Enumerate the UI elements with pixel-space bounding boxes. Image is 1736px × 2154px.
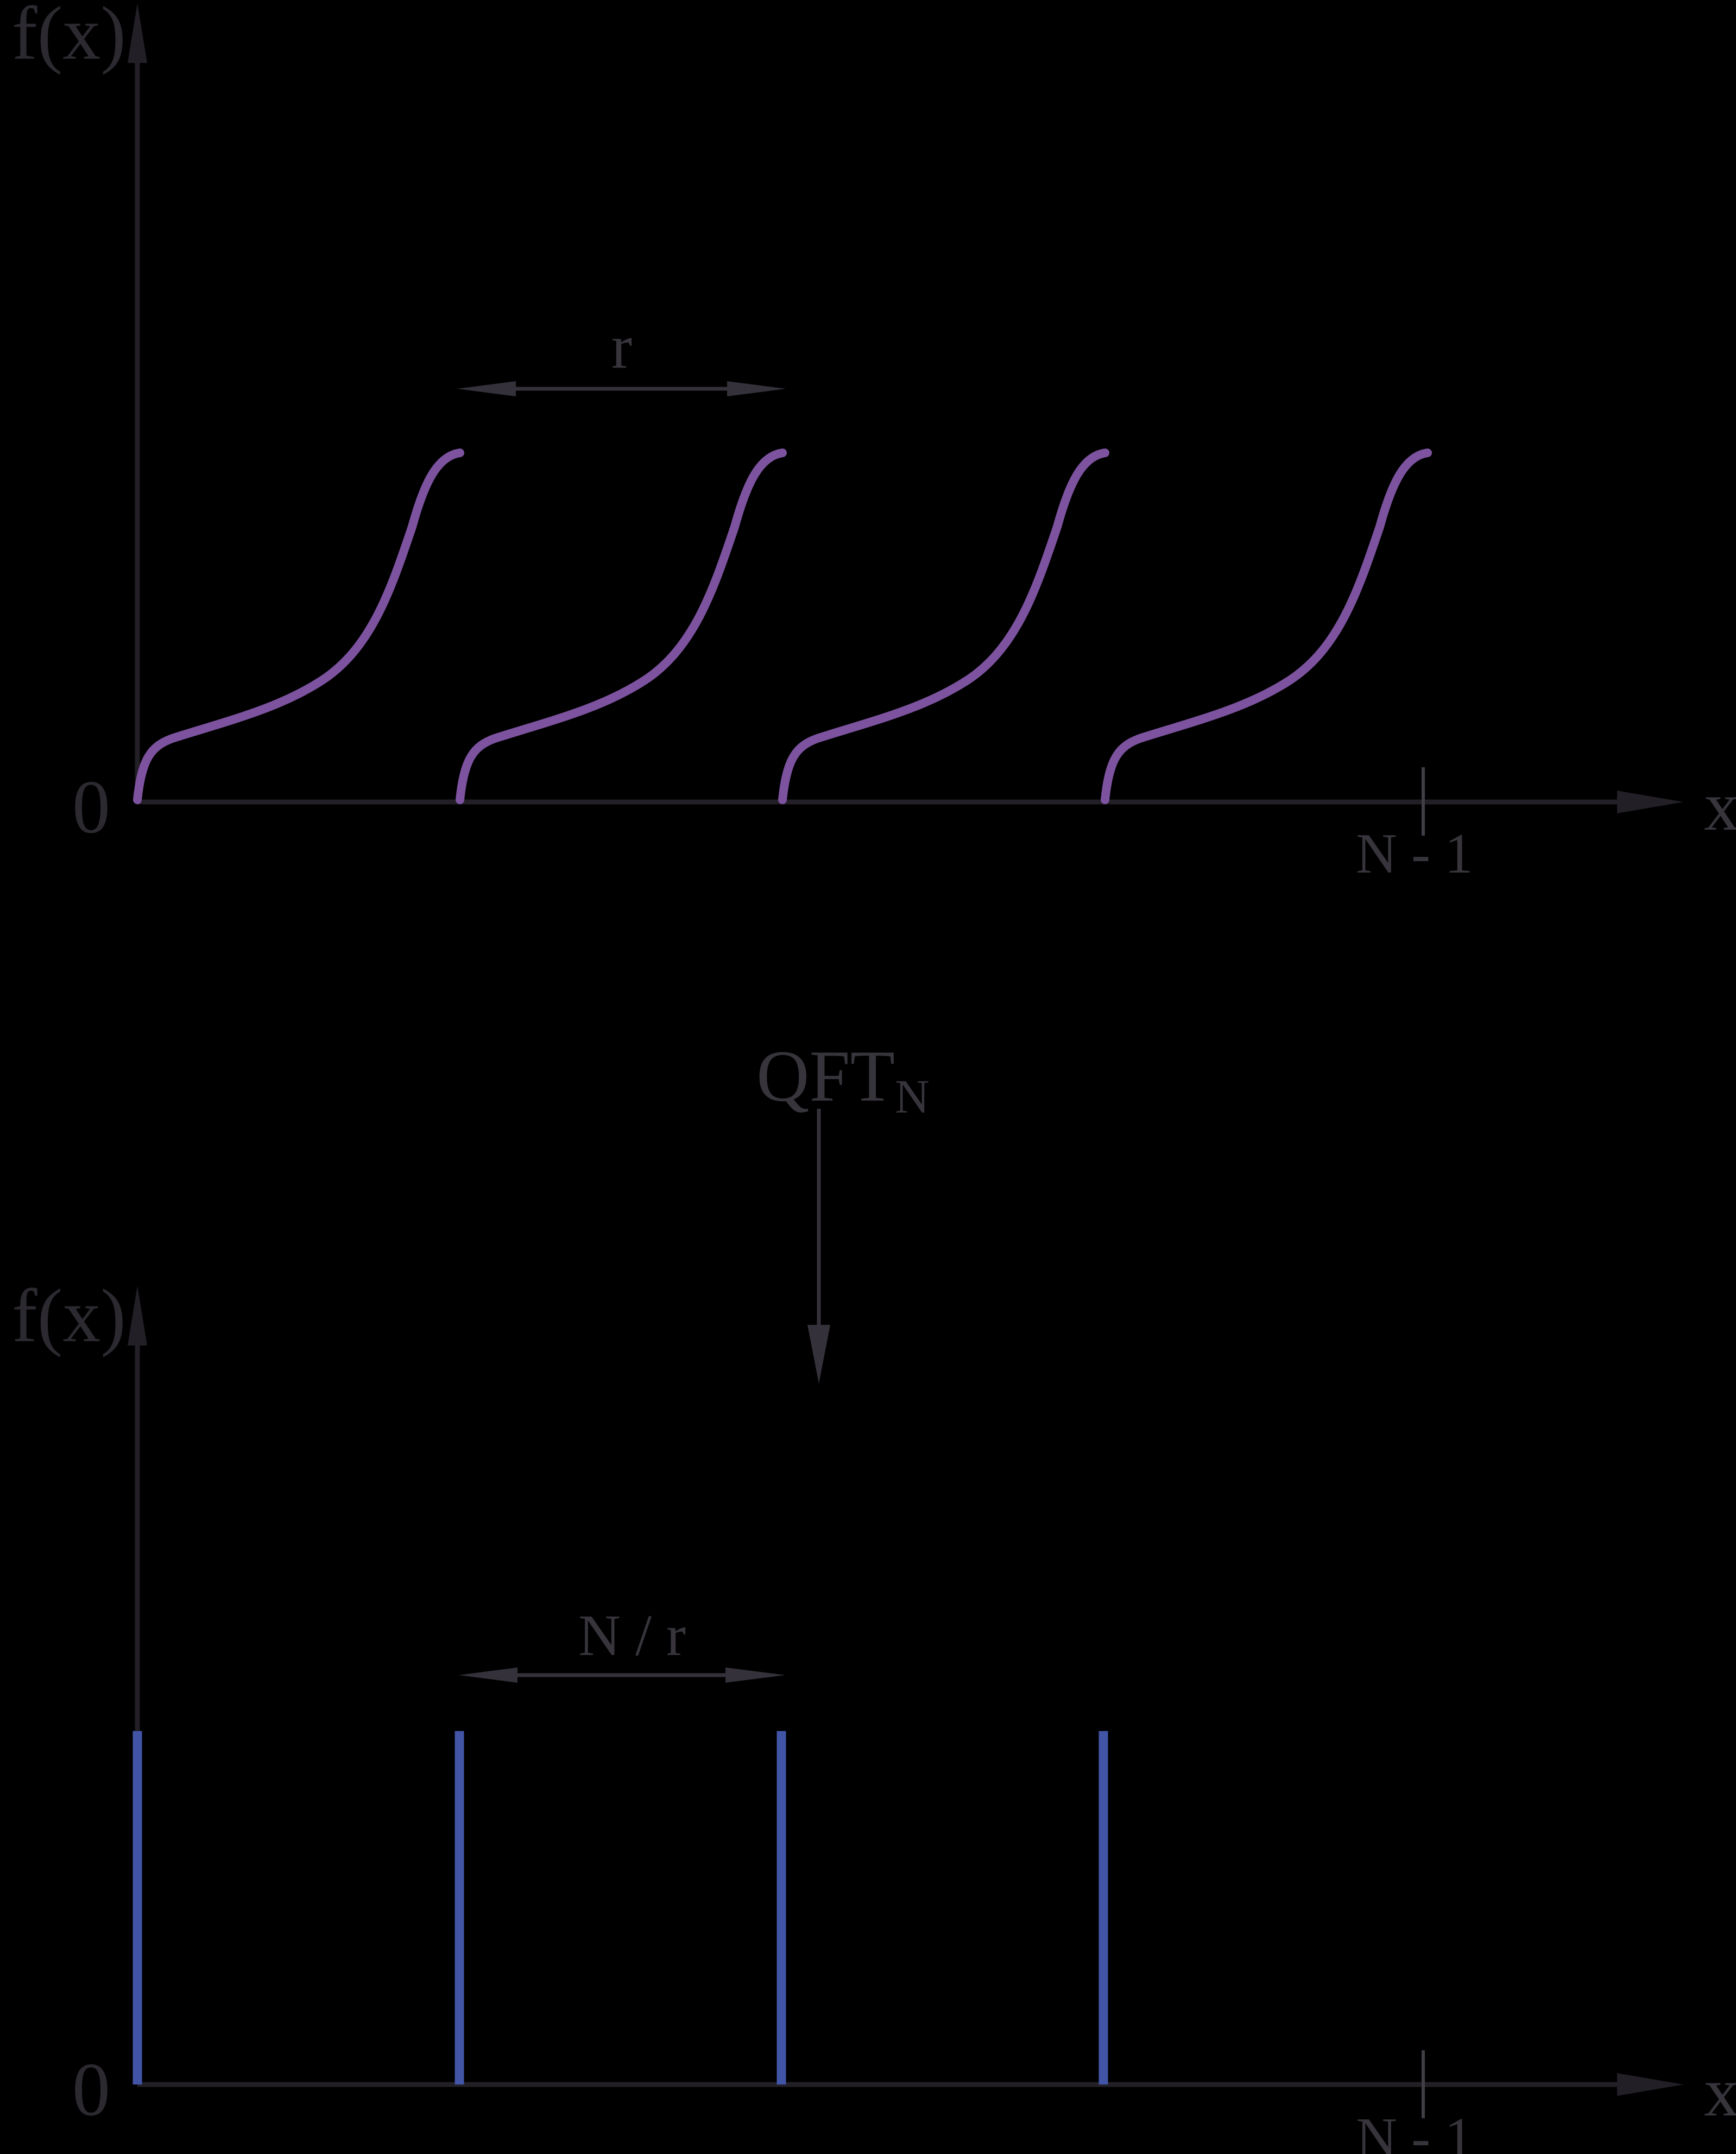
top-period-arrow-right-head bbox=[727, 381, 786, 396]
top-chart: f(x) 0 x N - 1 r bbox=[12, 0, 1736, 885]
bottom-spike-4 bbox=[1099, 1731, 1108, 2084]
bottom-x-axis-label: x bbox=[1704, 2053, 1736, 2131]
top-x-axis-label: x bbox=[1704, 767, 1736, 845]
bottom-y-axis-label: f(x) bbox=[12, 1274, 126, 1358]
top-x-axis-arrowhead bbox=[1617, 791, 1683, 813]
bottom-period-arrow-right-head bbox=[725, 1667, 785, 1683]
bottom-period-arrow bbox=[459, 1667, 785, 1683]
top-curve-period-2 bbox=[456, 449, 787, 804]
top-curve-period-1 bbox=[133, 449, 464, 804]
bottom-spike-3 bbox=[777, 1731, 786, 2084]
bottom-end-tick-label: N - 1 bbox=[1356, 2106, 1473, 2154]
top-period-arrow bbox=[457, 381, 786, 396]
bottom-spike-1 bbox=[132, 1731, 142, 2084]
bottom-x-axis-arrowhead bbox=[1617, 2073, 1683, 2096]
top-y-axis-label: f(x) bbox=[12, 0, 126, 75]
top-curve-period-3 bbox=[778, 449, 1109, 804]
bottom-y-axis-arrowhead bbox=[128, 1286, 147, 1346]
qft-label: QFTN bbox=[756, 1036, 930, 1123]
top-y-axis-arrowhead bbox=[128, 3, 147, 63]
top-origin-label: 0 bbox=[72, 765, 110, 849]
bottom-origin-label: 0 bbox=[72, 2048, 110, 2132]
bottom-chart: f(x) 0 x N - 1 N / r bbox=[12, 1274, 1736, 2154]
qft-label-main: QFT bbox=[756, 1036, 895, 1117]
top-end-tick-label: N - 1 bbox=[1356, 822, 1473, 885]
qft-transform: QFTN bbox=[756, 1036, 930, 1384]
bottom-period-arrow-left-head bbox=[459, 1667, 517, 1683]
top-curve-period-4 bbox=[1101, 449, 1432, 804]
top-period-arrow-left-head bbox=[457, 381, 516, 396]
qft-arrow-head bbox=[807, 1325, 830, 1384]
bottom-period-label: N / r bbox=[578, 1603, 686, 1668]
bottom-spike-2 bbox=[454, 1731, 464, 2084]
top-period-label: r bbox=[611, 312, 632, 381]
qft-label-subscript: N bbox=[895, 1071, 930, 1123]
